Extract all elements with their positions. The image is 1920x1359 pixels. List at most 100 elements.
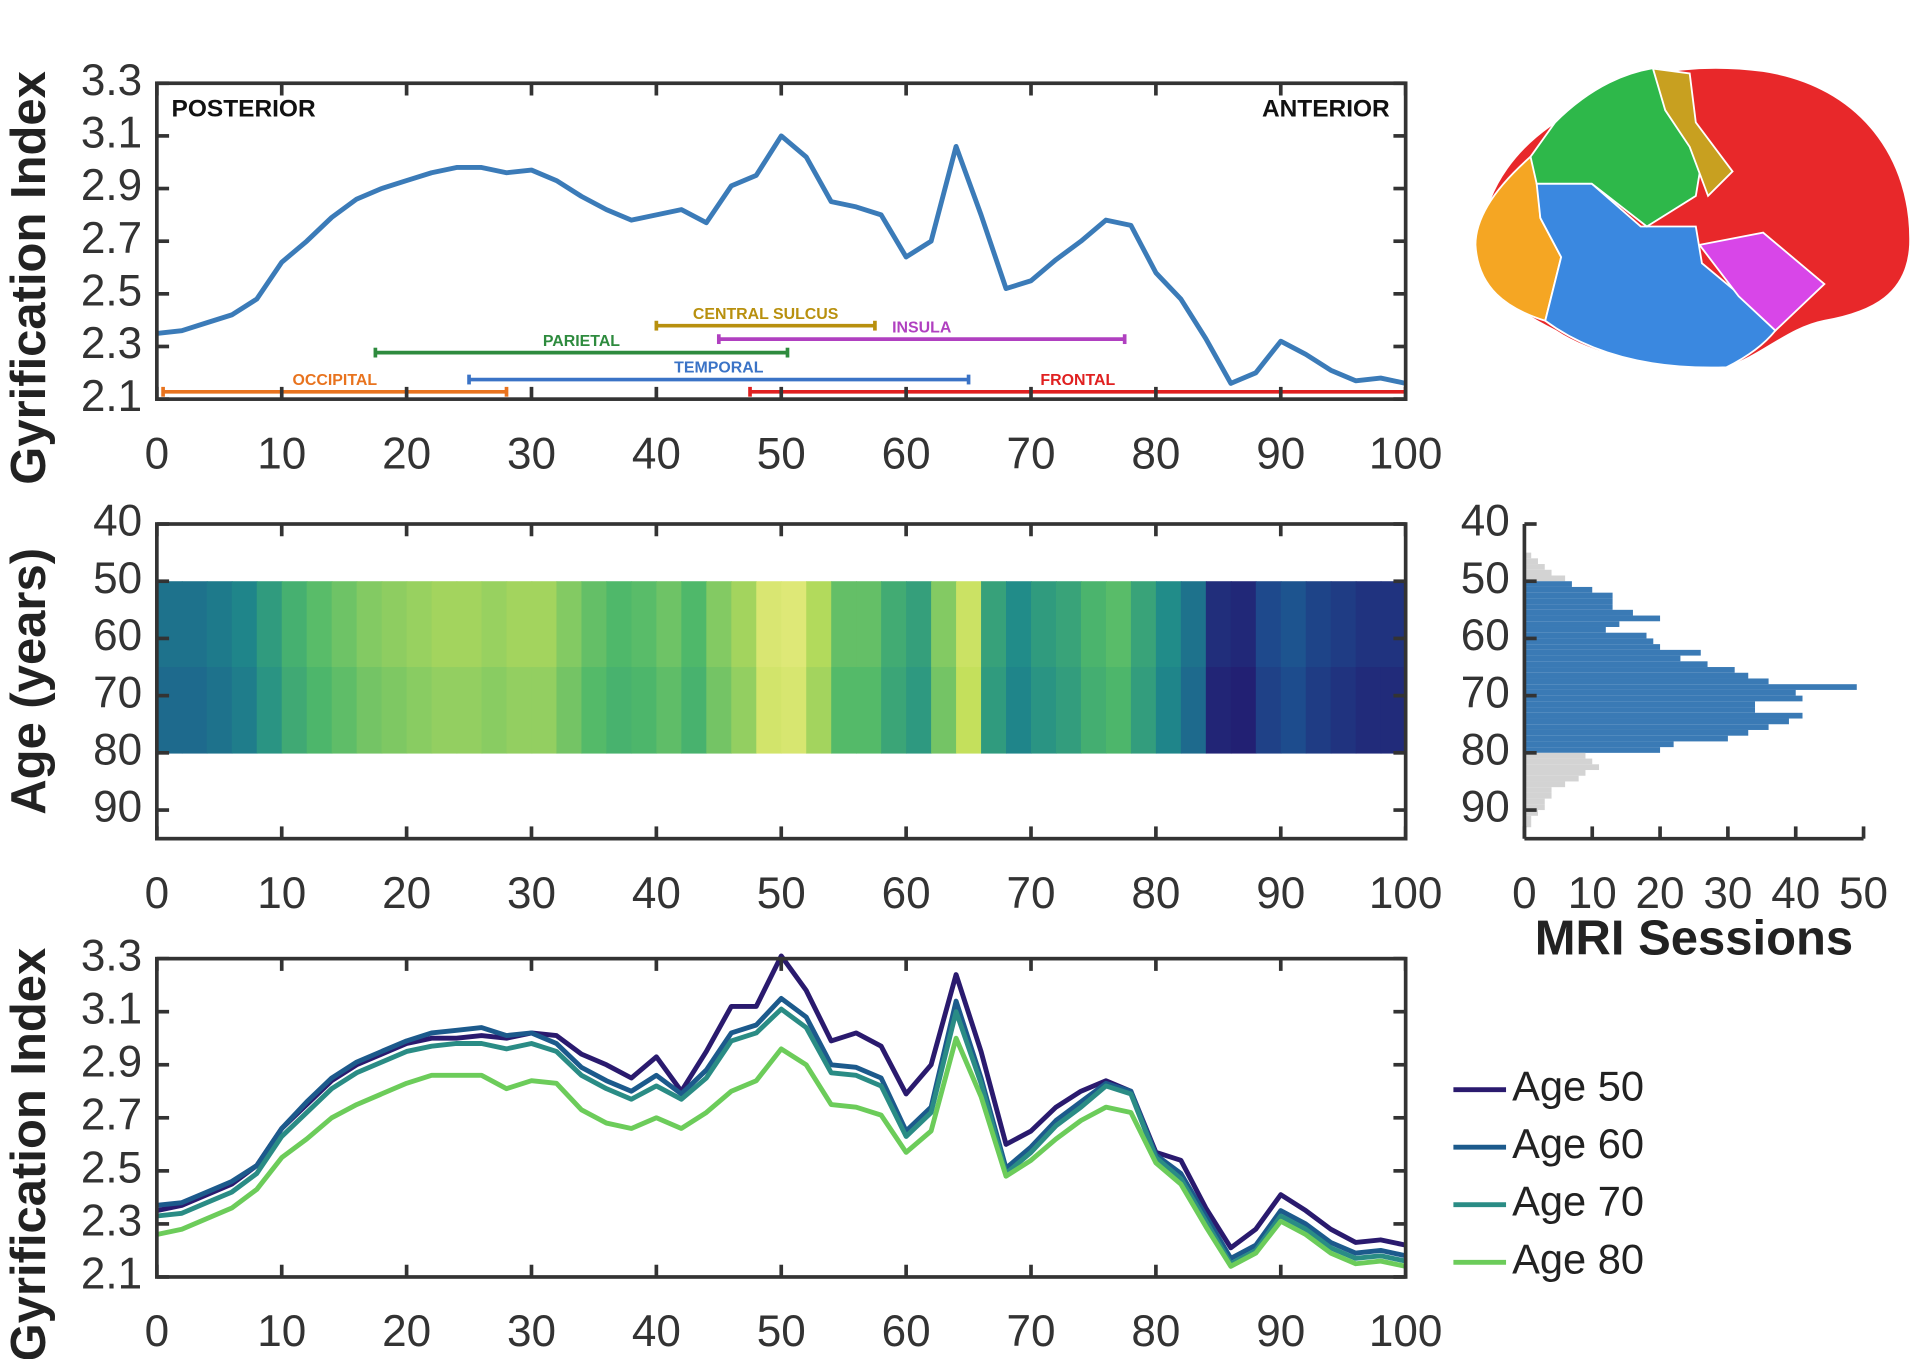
heatmap-cell bbox=[1080, 581, 1107, 668]
brain-illustration bbox=[1474, 66, 1912, 369]
histogram-bar bbox=[1524, 781, 1566, 788]
heatmap-cell bbox=[706, 581, 733, 668]
heatmap-cell bbox=[1055, 667, 1082, 754]
y-tick-label: 40 bbox=[1461, 497, 1510, 546]
heatmap-cell bbox=[1280, 581, 1307, 668]
histogram-bar bbox=[1524, 718, 1789, 725]
legend-label: Age 80 bbox=[1512, 1235, 1644, 1282]
interval-label: PARIETAL bbox=[543, 333, 620, 350]
heatmap-cell bbox=[581, 667, 608, 754]
histogram-bar bbox=[1524, 586, 1593, 593]
legend-label: Age 60 bbox=[1512, 1120, 1644, 1167]
heatmap-cell bbox=[1355, 667, 1382, 754]
x-tick-label: 90 bbox=[1256, 429, 1305, 478]
data-line bbox=[156, 1035, 1407, 1269]
heatmap-cell bbox=[156, 581, 183, 668]
heatmap-cell bbox=[206, 581, 233, 668]
y-tick-label: 3.3 bbox=[81, 931, 142, 980]
heatmap-cell bbox=[631, 581, 658, 668]
x-tick-label: 60 bbox=[882, 429, 931, 478]
x-tick-label: 100 bbox=[1369, 429, 1443, 478]
heatmap-cell bbox=[1055, 581, 1082, 668]
heatmap-cell bbox=[1330, 581, 1357, 668]
heatmap-cell bbox=[1205, 667, 1232, 754]
y-tick-label: 2.1 bbox=[81, 1250, 142, 1299]
heatmap-cell bbox=[331, 581, 358, 668]
heatmap-cell bbox=[1155, 581, 1182, 668]
x-tick-label: 60 bbox=[882, 869, 931, 918]
x-tick-label: 30 bbox=[507, 1307, 556, 1356]
heatmap-cell bbox=[981, 667, 1007, 754]
y-tick-label: 2.7 bbox=[81, 1090, 142, 1139]
data-line bbox=[156, 995, 1407, 1261]
x-tick-label: 70 bbox=[1007, 1307, 1056, 1356]
heatmap-cell bbox=[956, 667, 982, 754]
heatmap-cell bbox=[256, 581, 283, 668]
heatmap-cell bbox=[431, 581, 458, 668]
histogram-bar bbox=[1524, 564, 1545, 570]
heatmap-cell bbox=[381, 581, 408, 668]
x-tick-label: 30 bbox=[507, 429, 556, 478]
heatmap-cell bbox=[631, 667, 658, 754]
x-tick-label: 10 bbox=[1568, 869, 1617, 918]
heatmap-cell bbox=[881, 667, 907, 754]
x-tick-label: 0 bbox=[145, 429, 170, 478]
x-tick-label: 10 bbox=[257, 429, 306, 478]
histogram-bar bbox=[1524, 672, 1749, 679]
histogram-bar bbox=[1524, 615, 1661, 622]
x-tick-label: 80 bbox=[1131, 429, 1180, 478]
x-tick-label: 50 bbox=[1839, 869, 1888, 918]
histogram-bar bbox=[1524, 581, 1572, 587]
heatmap-cell bbox=[181, 667, 208, 754]
heatmap-cell bbox=[806, 581, 832, 668]
heatmap-cell bbox=[1330, 667, 1357, 754]
histogram-bar bbox=[1524, 678, 1769, 685]
y-tick-label: 60 bbox=[1461, 611, 1510, 660]
x-tick-label: 40 bbox=[632, 869, 681, 918]
histogram-bar bbox=[1524, 741, 1674, 748]
heatmap-cell bbox=[856, 667, 882, 754]
heatmap-cell bbox=[481, 667, 508, 754]
histogram-bar bbox=[1524, 667, 1735, 673]
y-tick-label: 50 bbox=[1461, 554, 1510, 603]
heatmap-cell bbox=[406, 667, 433, 754]
histogram-bar bbox=[1524, 815, 1532, 822]
y-tick-label: 2.5 bbox=[81, 266, 142, 315]
x-tick-label: 40 bbox=[632, 429, 681, 478]
heatmap-cell bbox=[281, 667, 308, 754]
x-tick-label: 50 bbox=[757, 869, 806, 918]
histogram-bar bbox=[1524, 592, 1613, 599]
histogram-bar bbox=[1524, 712, 1803, 719]
x-tick-label: 40 bbox=[632, 1307, 681, 1356]
x-tick-label: 0 bbox=[1512, 869, 1537, 918]
heatmap-cell bbox=[906, 667, 932, 754]
interval-label: TEMPORAL bbox=[674, 360, 764, 377]
heatmap-cell bbox=[931, 581, 957, 668]
interval-label: CENTRAL SULCUS bbox=[693, 306, 839, 323]
histogram-bar bbox=[1524, 684, 1857, 690]
x-tick-label: 80 bbox=[1131, 1307, 1180, 1356]
heatmap-cell bbox=[331, 667, 358, 754]
histogram-bar bbox=[1524, 552, 1532, 559]
histogram-bar bbox=[1524, 701, 1756, 708]
heatmap-cell bbox=[1130, 667, 1157, 754]
heatmap-cell bbox=[1255, 581, 1282, 668]
histogram-bar bbox=[1524, 707, 1756, 713]
annotation: POSTERIOR bbox=[172, 96, 316, 123]
y-tick-label: 3.1 bbox=[81, 984, 142, 1033]
heatmap-cell bbox=[1105, 581, 1132, 668]
heatmap-cell bbox=[806, 667, 832, 754]
y-tick-label: 3.3 bbox=[81, 56, 142, 105]
heatmap-cell bbox=[1180, 581, 1207, 668]
y-tick-label: 2.3 bbox=[81, 1197, 142, 1246]
histogram-bar bbox=[1524, 752, 1586, 759]
x-tick-label: 90 bbox=[1256, 869, 1305, 918]
histogram-bar bbox=[1524, 649, 1701, 656]
heatmap-cell bbox=[281, 581, 308, 668]
histogram-bar bbox=[1524, 569, 1552, 576]
x-tick-label: 0 bbox=[145, 869, 170, 918]
heatmap-cell bbox=[356, 667, 383, 754]
y-axis-label: Gyrification Index bbox=[2, 948, 56, 1359]
annotation: ANTERIOR bbox=[1262, 96, 1390, 123]
